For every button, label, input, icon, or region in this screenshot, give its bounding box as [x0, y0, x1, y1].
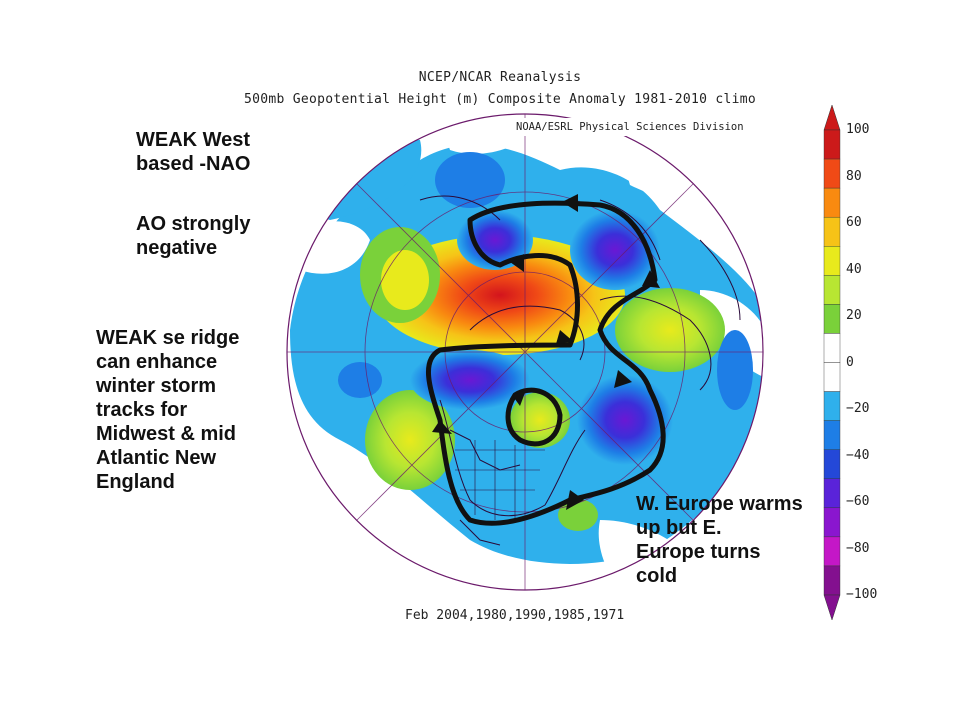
colorbar-tick-label: −20 — [846, 401, 870, 416]
colorbar-swatch — [823, 391, 841, 421]
annotation-line: can enhance — [96, 351, 218, 373]
colorbar-tick-label: −40 — [846, 447, 870, 463]
annotation-line: up but E. — [636, 517, 722, 539]
annotation-line: cold — [636, 565, 678, 587]
colorbar-tick-label: 0 — [846, 354, 854, 370]
colorbar-swatch — [823, 216, 841, 247]
colorbar-swatch — [823, 304, 841, 334]
colorbar-tick-label: −80 — [846, 540, 870, 556]
annotation-line: W. Europe warms — [636, 493, 803, 515]
map-subtitle: 500mb Geopotential Height (m) Composite … — [244, 92, 756, 107]
annotation-line: Atlantic New — [96, 447, 217, 469]
annotation-line: Midwest & mid — [96, 423, 237, 445]
colorbar-swatch — [823, 129, 841, 160]
map-title: NCEP/NCAR Reanalysis — [418, 70, 582, 85]
colorbar-swatch — [823, 275, 841, 305]
colorbar-tick-label: 80 — [846, 168, 862, 184]
colorbar-tick-label: −100 — [846, 587, 878, 602]
annotation-europe: W. Europe warms up but E. Europe turns c… — [636, 492, 803, 588]
colorbar-swatch — [823, 507, 841, 538]
colorbar-swatch — [823, 246, 841, 276]
annotation-line: AO strongly — [136, 213, 251, 235]
colorbar — [823, 104, 841, 621]
colorbar-swatch — [823, 333, 841, 363]
annotation-line: tracks for — [96, 399, 188, 421]
annotation-nao: WEAK West based -NAO — [136, 128, 250, 176]
colorbar-tick-label: 40 — [846, 261, 862, 277]
colorbar-tick-label: −60 — [846, 494, 870, 509]
annotation-line: winter storm — [96, 375, 217, 397]
annotation-line: England — [96, 471, 175, 493]
colorbar-tick-label: 20 — [846, 308, 862, 323]
colorbar-swatch — [823, 478, 841, 509]
colorbar-tick-label: 100 — [846, 122, 870, 137]
annotation-line: WEAK West — [136, 129, 251, 151]
colorbar-swatch — [823, 420, 841, 450]
colorbar-swatch — [823, 362, 841, 392]
annotation-line: based -NAO — [136, 153, 251, 175]
annotation-line: negative — [136, 237, 218, 259]
footer-dates: Feb 2004,1980,1990,1985,1971 — [405, 608, 625, 623]
colorbar-swatch — [823, 536, 841, 567]
colorbar-swatch — [823, 158, 841, 189]
colorbar-swatch — [823, 449, 841, 479]
annotation-se-ridge: WEAK se ridge can enhance winter storm t… — [96, 326, 239, 494]
colorbar-swatch — [823, 187, 841, 218]
colorbar-swatch — [823, 565, 841, 596]
annotation-line: Europe turns — [636, 541, 761, 563]
annotation-ao: AO strongly negative — [136, 212, 250, 260]
annotation-line: WEAK se ridge — [96, 327, 240, 349]
colorbar-tick-label: 60 — [846, 215, 862, 230]
credit-label: NOAA/ESRL Physical Sciences Division — [508, 118, 756, 136]
